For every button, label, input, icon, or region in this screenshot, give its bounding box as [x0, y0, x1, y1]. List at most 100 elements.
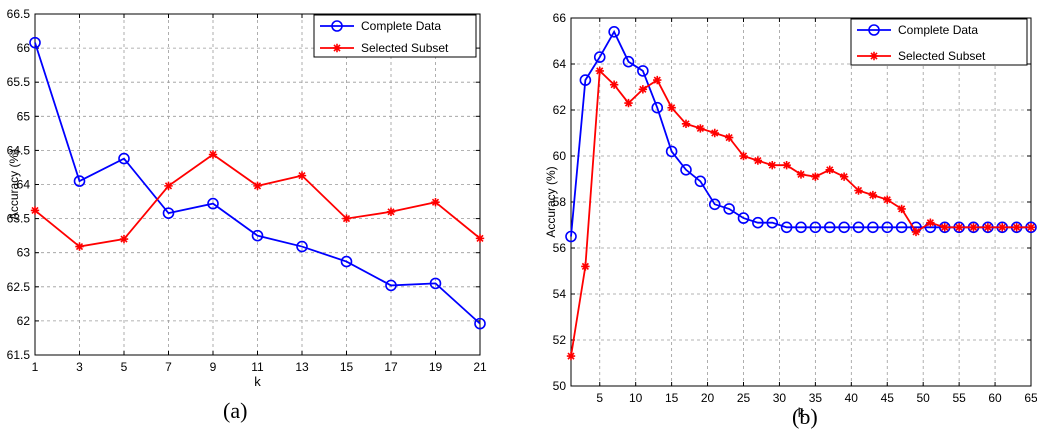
data-point	[969, 223, 978, 232]
data-point	[595, 66, 604, 76]
data-point	[911, 227, 921, 237]
x-tick-label: 15	[665, 391, 679, 405]
data-point	[579, 74, 592, 86]
data-point	[680, 164, 692, 176]
x-tick-label: 55	[952, 391, 966, 405]
y-tick-label: 52	[553, 333, 567, 347]
data-point	[839, 172, 849, 181]
data-point	[681, 119, 691, 128]
x-tick-label: 9	[210, 360, 217, 374]
data-point	[737, 212, 750, 224]
data-point	[296, 240, 308, 253]
data-point	[983, 223, 993, 232]
x-tick-label: 45	[881, 391, 895, 405]
series-complete-data	[29, 36, 486, 330]
data-point	[340, 255, 353, 268]
data-point	[475, 234, 485, 243]
x-tick-label: 7	[165, 360, 172, 374]
x-tick-label: 60	[988, 391, 1002, 405]
data-point	[608, 25, 620, 38]
data-point	[118, 152, 130, 165]
plot-frame	[570, 17, 1032, 387]
data-point	[739, 151, 748, 161]
y-tick-label: 54	[553, 287, 567, 301]
x-tick-label: 13	[295, 360, 309, 374]
legend-marker	[332, 43, 342, 53]
chart-1: 50 52 54 56 58 60 62 64 66 5 10 15 20 25 30 35 40 45 50 55 6…	[544, 11, 1037, 420]
data-point	[825, 165, 834, 174]
data-point	[474, 317, 486, 330]
data-point	[809, 221, 822, 234]
data-point	[823, 221, 836, 234]
data-point	[768, 161, 777, 170]
data-point	[385, 279, 397, 292]
series-selected-subset	[30, 150, 485, 251]
data-point	[593, 51, 606, 63]
y-tick-label: 65	[17, 109, 31, 123]
y-tick-label: 60	[553, 149, 567, 163]
data-point	[164, 181, 173, 191]
data-point	[1026, 223, 1036, 232]
data-point	[581, 262, 590, 271]
data-point	[653, 75, 662, 85]
data-point	[897, 204, 906, 214]
y-tick-label: 58	[553, 195, 567, 209]
legend-box	[850, 18, 1028, 66]
data-point	[881, 221, 894, 234]
data-point	[752, 216, 764, 229]
data-point	[895, 221, 908, 234]
y-tick-label: 65.5	[7, 75, 31, 89]
data-point	[119, 234, 129, 244]
data-point	[868, 190, 878, 200]
x-tick-label: 1	[32, 360, 39, 374]
data-point	[854, 186, 863, 195]
data-point	[73, 175, 86, 187]
data-point	[766, 216, 779, 229]
series-selected-subset	[566, 66, 1036, 361]
series-line	[34, 42, 481, 325]
x-tick-label: 21	[473, 360, 487, 374]
data-point	[565, 230, 577, 243]
data-point	[883, 195, 892, 204]
data-point	[724, 133, 734, 142]
data-point	[1012, 223, 1021, 232]
data-point	[954, 223, 964, 232]
y-tick-label: 50	[553, 379, 567, 393]
y-tick-label: 63.5	[7, 212, 31, 226]
data-point	[708, 198, 721, 211]
x-axis-label: k	[798, 405, 805, 420]
caption-b: (b)	[792, 404, 818, 429]
y-tick-label: 64.5	[7, 143, 31, 157]
y-axis-label: Accuracy (%)	[7, 149, 21, 220]
data-point	[811, 172, 820, 181]
data-point	[667, 103, 676, 112]
y-tick-label: 62.5	[7, 280, 31, 294]
x-tick-label: 20	[701, 391, 715, 405]
y-tick-label: 62	[17, 314, 31, 328]
data-point	[696, 124, 705, 133]
data-point	[795, 221, 807, 234]
data-point	[637, 65, 649, 77]
data-point	[609, 80, 619, 89]
legend-entry: Selected Subset	[898, 49, 986, 63]
data-point	[297, 171, 307, 180]
data-point	[867, 221, 879, 234]
legend-entry: Complete Data	[361, 19, 441, 33]
data-point	[694, 175, 707, 188]
data-point	[796, 170, 806, 179]
data-point	[940, 223, 949, 232]
data-point	[162, 207, 175, 219]
data-point	[429, 277, 442, 290]
data-point	[710, 128, 719, 138]
legend-marker	[868, 24, 880, 36]
data-point	[622, 55, 635, 68]
x-tick-label: 19	[429, 360, 443, 374]
data-point	[207, 197, 219, 210]
x-tick-label: 25	[737, 391, 751, 405]
data-point	[651, 101, 664, 114]
x-tick-label: 65	[1024, 391, 1037, 405]
y-tick-label: 66	[553, 11, 567, 25]
data-point	[638, 85, 648, 94]
